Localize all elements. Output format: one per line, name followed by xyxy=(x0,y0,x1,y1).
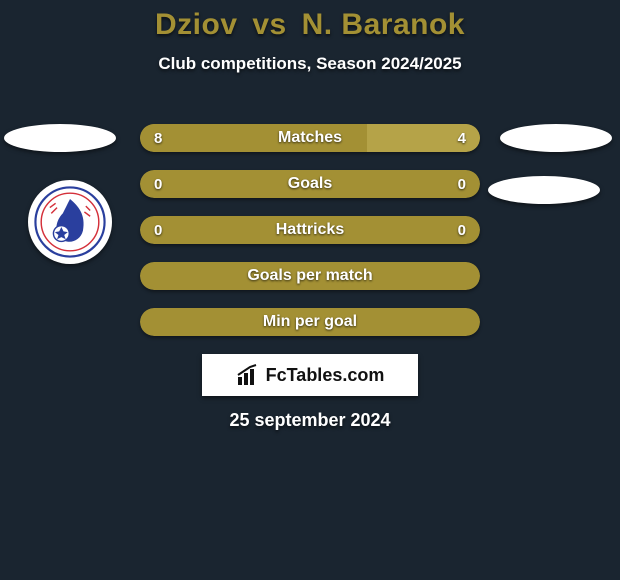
date-label: 25 september 2024 xyxy=(0,410,620,431)
stat-label: Goals per match xyxy=(140,262,480,290)
player1-marker xyxy=(4,124,116,152)
stat-value-right: 0 xyxy=(458,170,466,198)
club-crest xyxy=(28,180,112,264)
fctables-watermark: FcTables.com xyxy=(202,354,418,396)
stat-value-left: 0 xyxy=(154,170,162,198)
fctables-label: FcTables.com xyxy=(266,365,385,386)
stat-value-right: 4 xyxy=(458,124,466,152)
player2-marker xyxy=(500,124,612,152)
stat-value-right: 0 xyxy=(458,216,466,244)
stat-value-left: 0 xyxy=(154,216,162,244)
stat-label: Goals xyxy=(140,170,480,198)
bar-chart-icon xyxy=(236,363,260,387)
stat-row: Min per goal xyxy=(140,308,480,336)
vs-label: vs xyxy=(252,8,286,41)
player2-name: N. Baranok xyxy=(302,8,465,41)
subtitle: Club competitions, Season 2024/2025 xyxy=(0,54,620,74)
stats-card: Dziov vs N. Baranok Club competitions, S… xyxy=(0,0,620,74)
stat-rows: Matches84Goals00Hattricks00Goals per mat… xyxy=(140,124,480,354)
stat-label: Min per goal xyxy=(140,308,480,336)
player2-marker-2 xyxy=(488,176,600,204)
club-crest-icon xyxy=(34,186,106,258)
title: Dziov vs N. Baranok xyxy=(0,8,620,42)
stat-row: Goals per match xyxy=(140,262,480,290)
stat-label: Hattricks xyxy=(140,216,480,244)
player1-name: Dziov xyxy=(155,8,238,41)
stat-row: Goals0 0 xyxy=(140,170,480,198)
stat-value-left: 8 xyxy=(154,124,162,152)
stat-row: Hattricks0 0 xyxy=(140,216,480,244)
stat-row: Matches8 4 xyxy=(140,124,480,152)
stat-label: Matches xyxy=(140,124,480,152)
